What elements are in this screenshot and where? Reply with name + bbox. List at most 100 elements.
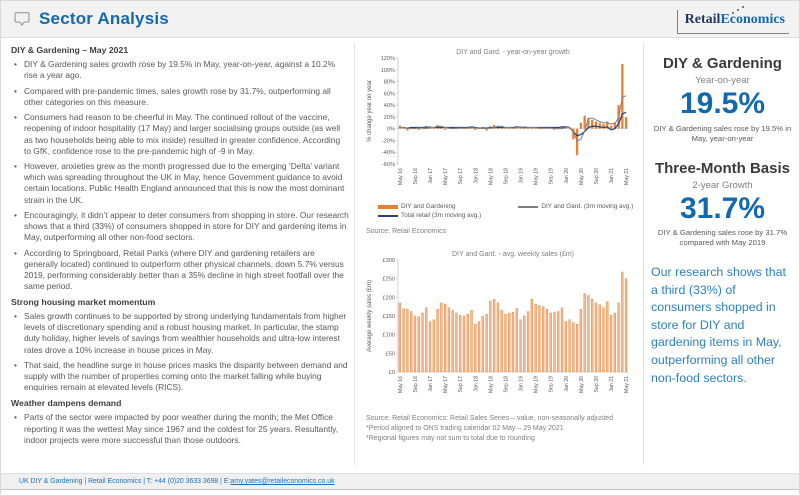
svg-text:Jan 18: Jan 18 <box>473 168 479 184</box>
svg-text:Jan 21: Jan 21 <box>609 168 615 184</box>
svg-text:-60%: -60% <box>382 162 395 168</box>
stat-value: 31.7% <box>679 191 766 225</box>
svg-text:DIY and Gard. - year-on-year g: DIY and Gard. - year-on-year growth <box>456 49 570 56</box>
footer-email-link[interactable]: amy.yates@retaileconomics.co.uk <box>230 478 335 485</box>
svg-text:Sep 20: Sep 20 <box>594 168 600 185</box>
svg-text:May 17: May 17 <box>443 376 449 393</box>
bullet-list: Sales growth continues to be supported b… <box>11 311 349 393</box>
chart-mount: DIY and Gard. - avg. weekly sales (£m) Av… <box>362 247 638 410</box>
bullet-item: Consumers had reason to be cheerful in M… <box>14 112 349 156</box>
svg-text:Sep 16: Sep 16 <box>413 168 419 185</box>
svg-text:May 19: May 19 <box>534 168 540 185</box>
research-quote: Our research shows that a third (33%) of… <box>651 265 786 385</box>
svg-text:80%: 80% <box>384 80 395 86</box>
svg-text:Jan 21: Jan 21 <box>609 376 615 392</box>
bullet-list: DIY & Gardening sales growth rose by 19.… <box>11 59 349 292</box>
stat-caption: DIY & Gardening sales rose by 19.5% in M… <box>653 123 792 143</box>
svg-text:May 19: May 19 <box>534 376 540 393</box>
svg-text:£100: £100 <box>383 333 395 339</box>
svg-text:-20%: -20% <box>382 138 395 144</box>
legend-item: DIY and Gardening <box>378 203 518 210</box>
svg-text:20%: 20% <box>384 115 395 121</box>
header-bar: Sector Analysis <box>1 1 799 38</box>
svg-text:Sep 17: Sep 17 <box>458 376 464 393</box>
svg-text:£150: £150 <box>383 314 395 320</box>
svg-text:£50: £50 <box>386 351 395 357</box>
svg-text:Jan 18: Jan 18 <box>473 376 479 392</box>
stat-subheading: 2-year Growth <box>692 179 753 191</box>
svg-text:120%: 120% <box>381 56 395 62</box>
svg-text:May 20: May 20 <box>579 168 585 185</box>
legend-swatch <box>378 214 398 217</box>
svg-text:Jan 19: Jan 19 <box>519 168 525 184</box>
svg-text:May 18: May 18 <box>488 168 494 185</box>
note-line: Source: Retail Economics: Retail Sales S… <box>366 415 614 422</box>
logo-text-economics: Economics <box>720 12 785 27</box>
svg-text:Jan 19: Jan 19 <box>519 376 525 392</box>
bullet-list: Parts of the sector were impacted by poo… <box>11 412 349 445</box>
bullet-item: According to Springboard, Retail Parks (… <box>14 248 349 292</box>
stat-caption: DIY & Gardening sales rose by 31.7% comp… <box>657 228 788 247</box>
svg-text:£0: £0 <box>389 370 395 376</box>
stats-column: DIY & Gardening Year-on-year 19.5% DIY &… <box>651 55 794 387</box>
stat-block-yoy: DIY & Gardening Year-on-year 19.5% DIY &… <box>651 55 794 144</box>
legend-swatch <box>518 205 539 208</box>
yoy-growth-chart: DIY and Gard. - year-on-year growth % cha… <box>367 49 630 185</box>
svg-text:£250: £250 <box>383 277 395 283</box>
svg-text:% change year on year: % change year on year <box>367 80 373 142</box>
svg-text:60%: 60% <box>384 91 395 97</box>
bullet-item: Sales growth continues to be supported b… <box>14 311 349 355</box>
svg-text:Sep 16: Sep 16 <box>413 376 419 393</box>
column-divider <box>354 43 355 465</box>
svg-text:Sep 18: Sep 18 <box>503 376 509 393</box>
logo-dots-icon <box>730 6 746 16</box>
section-heading: Strong housing market momentum <box>11 297 156 308</box>
svg-text:Sep 17: Sep 17 <box>458 168 464 185</box>
footer-bar: UK DIY & Gardening | Retail Economics | … <box>1 473 799 490</box>
note-line: *Regional figures may not sum to total d… <box>366 434 535 442</box>
footer-text: UK DIY & Gardening | Retail Economics | … <box>19 478 231 485</box>
note-line: *Period aligned to ONS trading calendar … <box>366 424 564 432</box>
section-heading: DIY & Gardening – May 2021 <box>11 45 129 55</box>
svg-text:Average weekly sales (£m): Average weekly sales (£m) <box>367 280 373 352</box>
svg-text:May 20: May 20 <box>579 376 585 393</box>
svg-text:-40%: -40% <box>382 150 395 156</box>
svg-text:Sep 19: Sep 19 <box>549 168 555 185</box>
legend-label: Total retail (3m moving avg.) <box>401 212 482 219</box>
retail-economics-logo: RetailEconomics <box>676 6 789 34</box>
avg-weekly-sales-chart: DIY and Gard. - avg. weekly sales (£m) Av… <box>367 251 630 393</box>
logo-text-retail: Retail <box>684 12 721 27</box>
left-column: DIY & Gardening – May 2021 DIY & Gardenin… <box>11 43 349 451</box>
svg-text:Jan 20: Jan 20 <box>564 376 570 392</box>
stat-heading: DIY & Gardening <box>663 55 782 72</box>
svg-text:40%: 40% <box>384 103 395 109</box>
chart2-notes: Source: Retail Economics: Retail Sales S… <box>366 414 638 443</box>
legend-swatch <box>378 204 398 209</box>
chart-mount: DIY and Gard. - year-on-year growth % cha… <box>362 45 638 202</box>
legend-label: DIY and Gard. (3m moving avg.) <box>541 203 634 210</box>
bullet-item: Encouragingly, it didn’t appear to deter… <box>14 210 349 243</box>
svg-text:May 21: May 21 <box>624 376 630 393</box>
stat-block-two-year: Three-Month Basis 2-year Growth 31.7% DI… <box>651 160 794 249</box>
svg-text:May 16: May 16 <box>398 376 404 393</box>
stat-value: 19.5% <box>679 87 766 120</box>
chart1-source: Source: Retail Economics <box>366 228 447 235</box>
stat-subheading: Year-on-year <box>695 75 750 86</box>
legend-item: DIY and Gard. (3m moving avg.) <box>518 203 638 210</box>
svg-text:£300: £300 <box>383 258 395 264</box>
bullet-item: That said, the headline surge in house p… <box>14 360 349 393</box>
charts-column: DIY and Gard. - year-on-year growth % cha… <box>362 45 638 443</box>
svg-text:DIY and Gard. - avg. weekly sa: DIY and Gard. - avg. weekly sales (£m) <box>452 251 574 258</box>
section-heading: Weather dampens demand <box>11 398 122 409</box>
svg-text:Sep 18: Sep 18 <box>503 168 509 185</box>
bullet-item: Compared with pre-pandemic times, sales … <box>14 86 349 108</box>
svg-text:0%: 0% <box>387 127 395 133</box>
column-divider <box>643 43 644 465</box>
bullet-item: Parts of the sector were impacted by poo… <box>14 412 349 445</box>
svg-text:May 21: May 21 <box>624 168 630 185</box>
svg-text:Jan 20: Jan 20 <box>564 168 570 184</box>
svg-text:Sep 20: Sep 20 <box>594 376 600 393</box>
svg-text:May 17: May 17 <box>443 168 449 185</box>
tag-icon <box>14 12 30 27</box>
